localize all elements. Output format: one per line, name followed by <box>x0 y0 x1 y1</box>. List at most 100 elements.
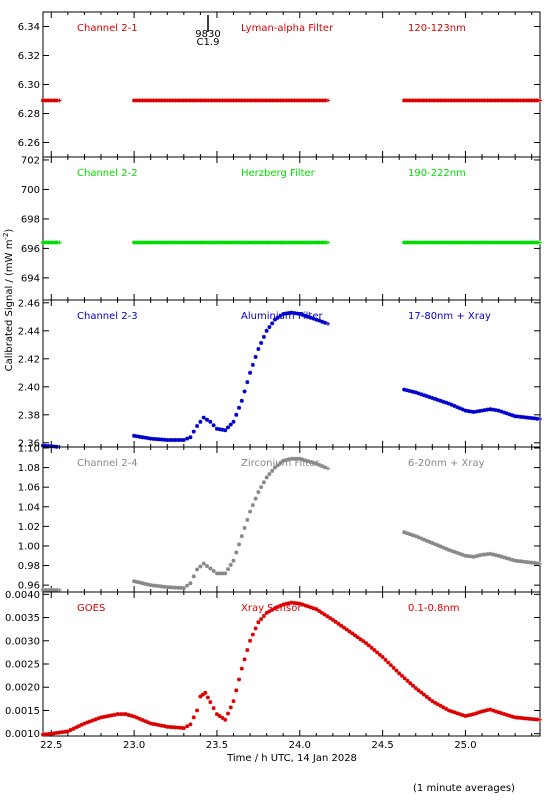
channel-label: 120-123nm <box>408 23 466 34</box>
panel-ch22: 702 700 698 696 694 Channel 2-2 Herzberg Filte… <box>21 155 542 301</box>
data-point <box>330 617 335 622</box>
data-point <box>323 98 328 103</box>
data-point <box>507 412 512 417</box>
data-point <box>513 98 518 103</box>
data-point <box>524 415 529 420</box>
data-point <box>143 240 148 245</box>
data-point <box>225 240 230 245</box>
data-point <box>68 728 73 733</box>
data-point <box>502 555 507 560</box>
data-point <box>234 98 239 103</box>
data-point <box>518 559 523 564</box>
data-point <box>295 311 300 316</box>
data-point <box>60 730 65 735</box>
panel-ch21: 6.34 6.32 6.30 6.28 6.26 Channel 2-1 Lyman-alp… <box>18 11 542 158</box>
data-point <box>300 312 305 317</box>
data-point <box>107 713 112 718</box>
data-point <box>308 460 313 465</box>
data-point <box>432 240 437 245</box>
data-point <box>306 459 311 464</box>
data-point <box>173 240 178 245</box>
data-point <box>314 98 319 103</box>
data-point <box>513 558 518 563</box>
data-point <box>52 588 57 593</box>
y-tick-label: 1.10 <box>18 443 40 454</box>
data-point <box>115 712 120 717</box>
data-point <box>477 710 482 715</box>
data-point <box>281 98 286 103</box>
data-point <box>309 98 314 103</box>
data-point <box>441 240 446 245</box>
data-point <box>242 657 247 662</box>
data-point <box>421 98 426 103</box>
data-point <box>443 98 448 103</box>
data-point <box>515 558 520 563</box>
data-point <box>181 726 186 731</box>
data-point <box>270 607 275 612</box>
y-tick-label: 696 <box>21 244 40 255</box>
series-segment <box>132 98 330 103</box>
data-point <box>284 98 289 103</box>
data-point <box>156 584 161 589</box>
data-point <box>223 428 228 433</box>
data-point <box>159 98 164 103</box>
data-point <box>140 98 145 103</box>
data-point <box>496 553 501 558</box>
data-point <box>237 405 242 410</box>
data-point <box>292 240 297 245</box>
data-point <box>278 98 283 103</box>
y-tick-label: 6.26 <box>18 138 40 149</box>
data-point <box>248 240 253 245</box>
data-point <box>165 438 170 442</box>
data-point <box>137 98 142 103</box>
data-point <box>283 458 288 463</box>
data-point <box>317 98 322 103</box>
data-point <box>444 400 449 405</box>
data-point <box>200 692 205 697</box>
data-point <box>303 98 308 103</box>
data-point <box>145 436 150 441</box>
data-point <box>195 708 200 713</box>
data-point <box>457 406 462 411</box>
data-point <box>477 409 482 414</box>
flare-marker-class: C1.9 <box>197 37 220 48</box>
data-point <box>438 240 443 245</box>
y-tick-label: 1.00 <box>18 541 40 552</box>
data-point <box>452 98 457 103</box>
data-point <box>455 550 460 555</box>
data-point <box>253 626 258 631</box>
data-point <box>355 635 360 640</box>
data-point <box>466 409 471 414</box>
x-tick-label: 23.0 <box>123 740 145 751</box>
data-point <box>79 722 84 727</box>
data-point <box>168 438 173 442</box>
data-point <box>278 240 283 245</box>
data-point <box>524 240 529 245</box>
data-point <box>394 668 399 673</box>
data-point <box>328 616 333 621</box>
data-point <box>134 715 139 720</box>
data-point <box>413 98 418 103</box>
data-point <box>132 579 137 584</box>
data-point <box>173 585 178 590</box>
data-point <box>126 712 131 717</box>
data-point <box>460 240 465 245</box>
data-point <box>242 389 247 394</box>
y-tick-label: 2.42 <box>18 354 40 365</box>
data-point <box>190 98 195 103</box>
data-point <box>441 545 446 550</box>
data-point <box>267 240 272 245</box>
data-point <box>203 240 208 245</box>
data-point <box>289 456 294 461</box>
data-point <box>419 392 424 397</box>
data-point <box>248 98 253 103</box>
data-point <box>491 240 496 245</box>
data-point <box>468 554 473 559</box>
data-point <box>214 240 219 245</box>
data-point <box>314 317 319 322</box>
data-point <box>361 639 366 644</box>
data-point <box>314 240 319 245</box>
y-tick-label: 0.0040 <box>5 590 40 601</box>
data-point <box>482 98 487 103</box>
data-point <box>529 716 534 721</box>
